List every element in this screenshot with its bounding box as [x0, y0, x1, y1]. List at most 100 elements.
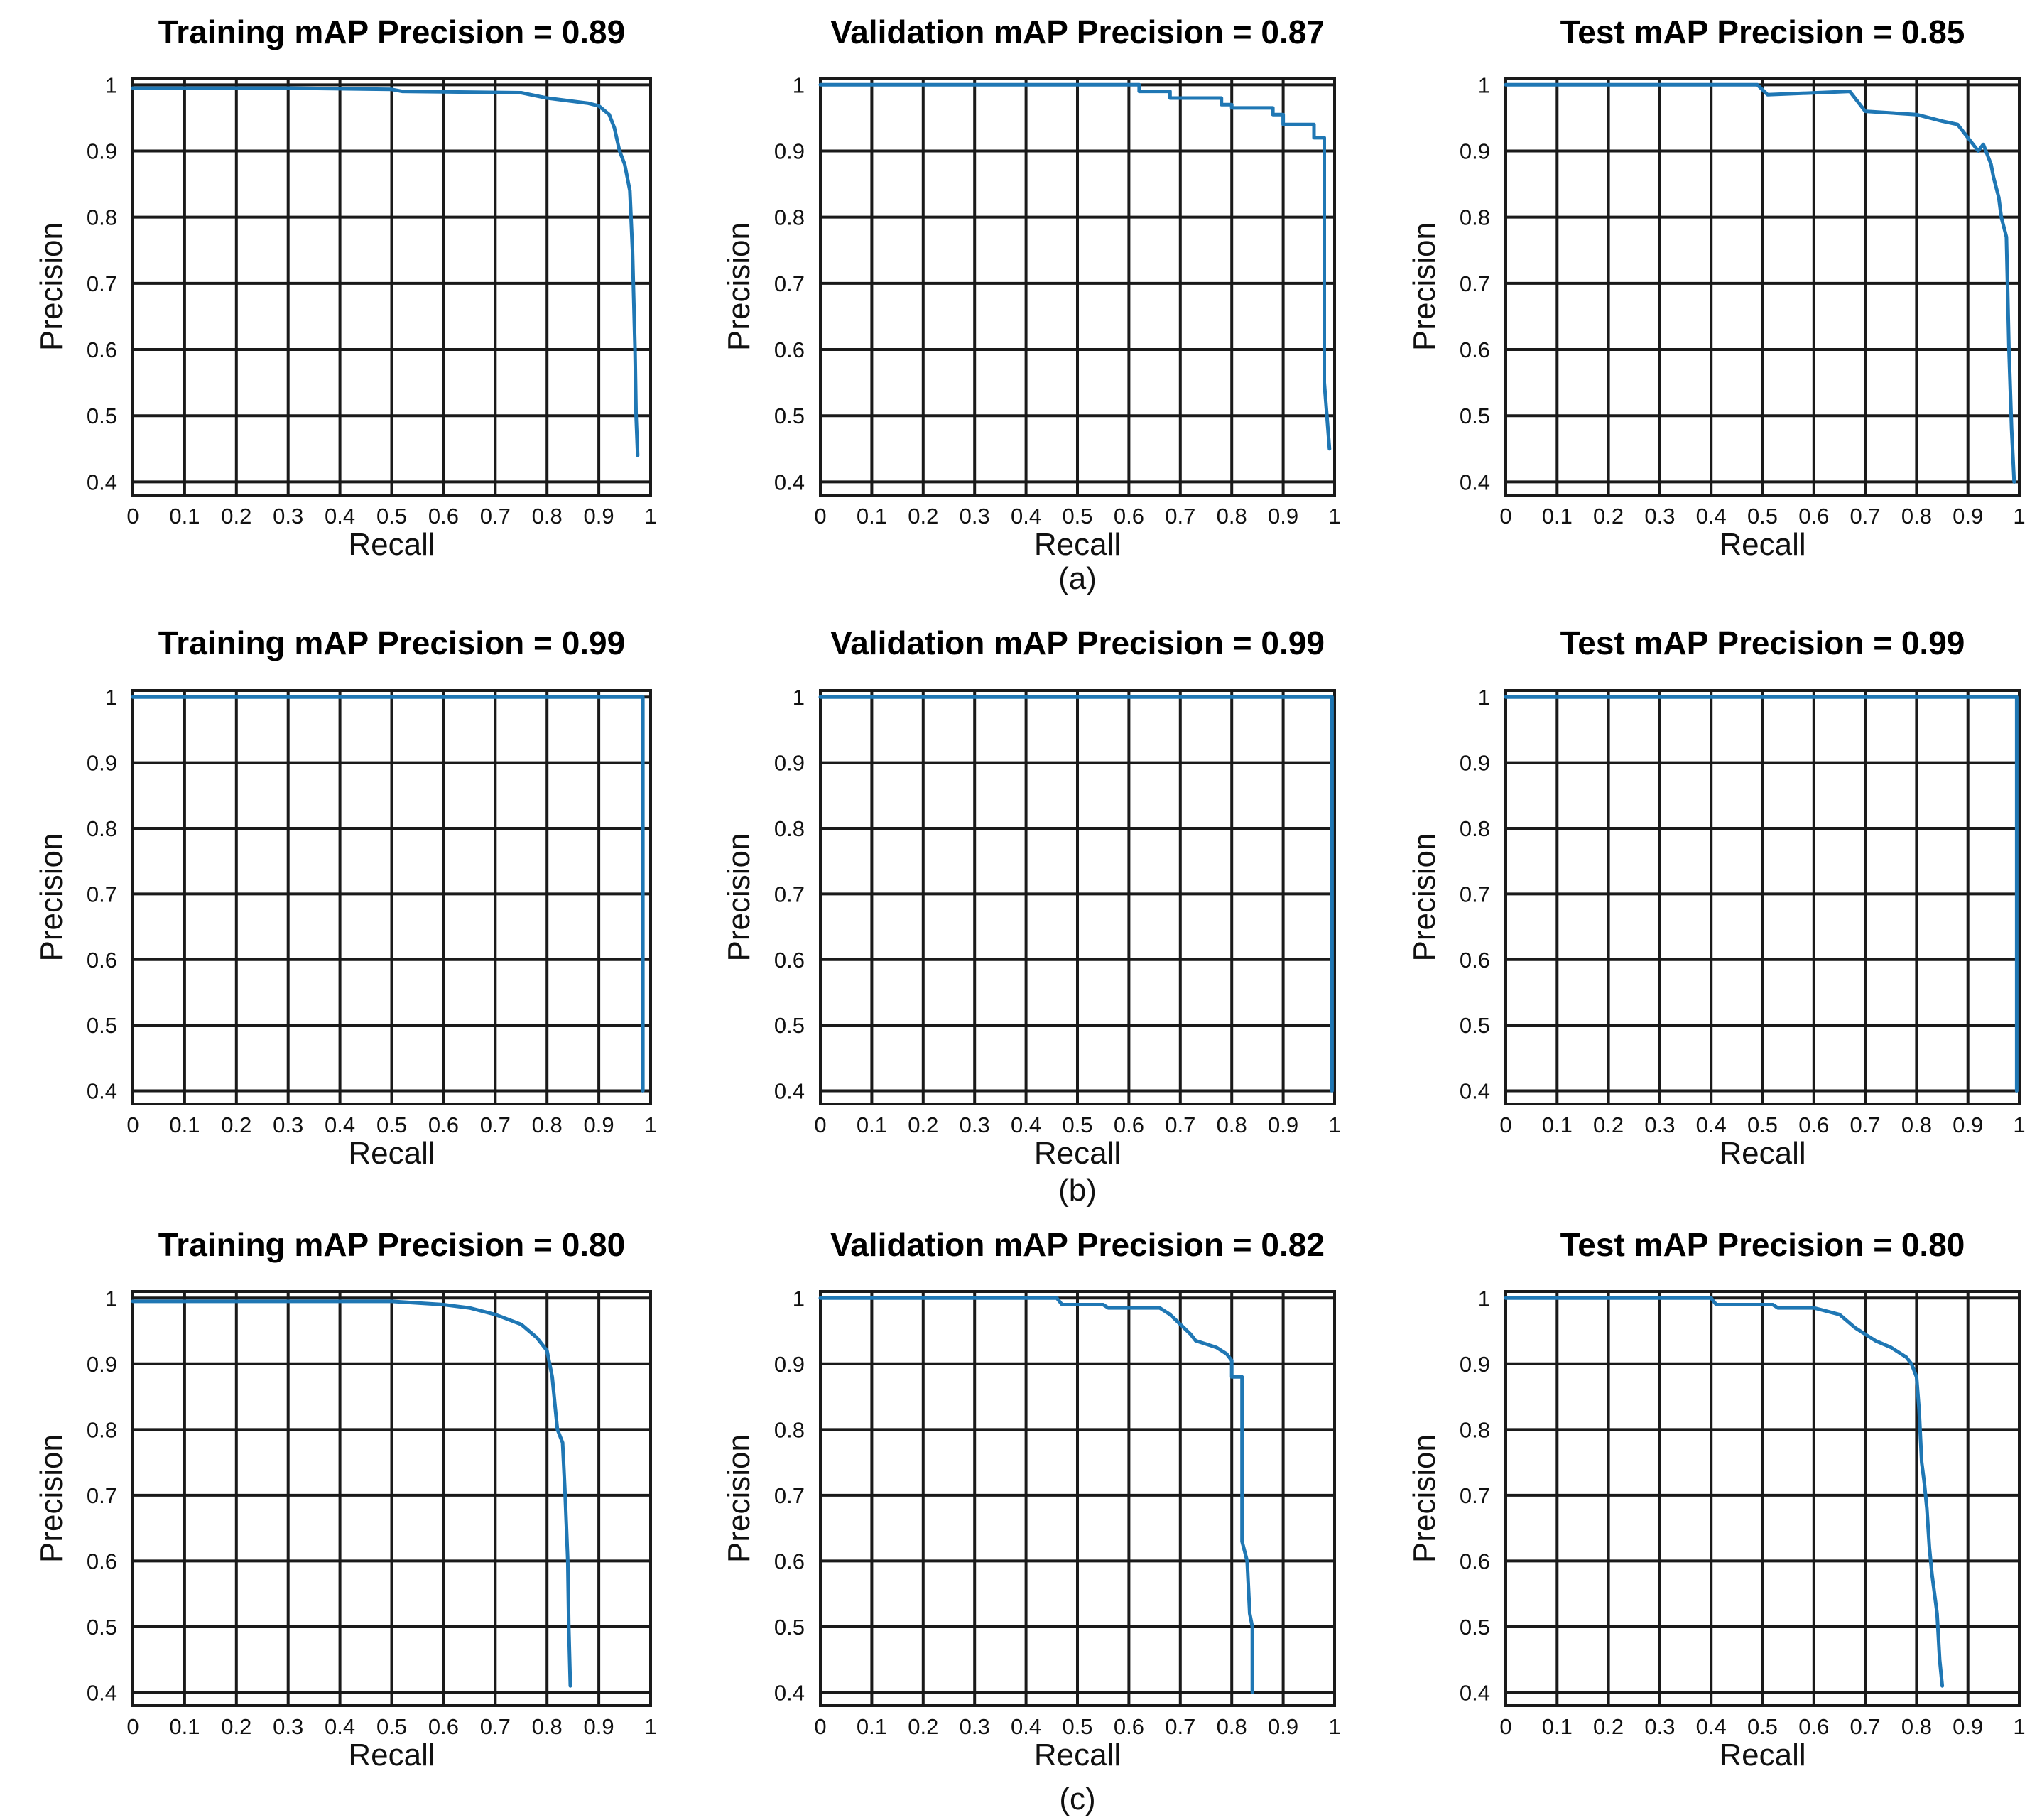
y-tick-label: 0.8: [774, 205, 805, 230]
x-tick-label: 0.6: [1798, 504, 1829, 529]
precision-recall-curve: [1504, 82, 2016, 484]
x-tick-label: 0.3: [273, 1112, 303, 1137]
x-tick-label: 0: [1499, 1714, 1511, 1739]
chart-panel-4: Training mAP Precision = 0.99 0 0.1 0.2 0.3 0…: [34, 624, 657, 1171]
x-tick-label: 0.7: [1850, 1112, 1881, 1137]
y-tick-label: 1: [105, 685, 117, 710]
x-tick-label: 0.4: [1011, 1714, 1041, 1739]
x-tick-label: 0.5: [1062, 504, 1092, 529]
y-tick-label: 0.6: [1460, 1549, 1490, 1573]
x-tick-label: 0.9: [1268, 1714, 1298, 1739]
chart-panel-3: Test mAP Precision = 0.85 0 0.1 0.2 0.3 0.4 0.…: [1407, 13, 2026, 562]
x-tick-label: 0.4: [325, 1714, 355, 1739]
x-tick-label: 0.5: [1062, 1112, 1092, 1137]
y-tick-label: 1: [793, 72, 805, 97]
plot-frame: [131, 77, 652, 497]
y-tick-label: 0.5: [774, 403, 805, 428]
x-tick-label: 0: [126, 1112, 139, 1137]
x-tick-label: 0.9: [1953, 1112, 1983, 1137]
x-tick-label: 0.6: [1798, 1714, 1829, 1739]
y-tick-label: 0.4: [87, 470, 117, 494]
x-tick-label: 0: [126, 1714, 139, 1739]
x-tick-label: 0.3: [960, 504, 990, 529]
chart-title: Test mAP Precision = 0.85: [1560, 13, 1965, 50]
chart-panel-8: Validation mAP Precision = 0.82 0 0.1 0.2 0.…: [722, 1226, 1341, 1772]
x-tick-label: 0.2: [221, 1112, 251, 1137]
y-tick-label: 0.5: [1460, 1615, 1490, 1640]
x-tick-label: 1: [2013, 1112, 2025, 1137]
chart-title: Validation mAP Precision = 0.87: [830, 13, 1325, 50]
x-tick-label: 0.1: [169, 1112, 200, 1137]
x-tick-label: 0.7: [1165, 504, 1195, 529]
x-tick-label: 0.7: [480, 504, 511, 529]
x-tick-label: 0.6: [1798, 1112, 1829, 1137]
x-tick-label: 1: [644, 1112, 656, 1137]
y-tick-label: 0.9: [1460, 751, 1490, 776]
y-axis-label: Precision: [34, 222, 69, 351]
x-tick-label: 0.5: [1747, 1112, 1778, 1137]
x-tick-label: 0.1: [1542, 504, 1573, 529]
x-tick-label: 0.8: [1901, 1714, 1932, 1739]
y-tick-label: 1: [105, 72, 117, 97]
y-axis-label: Precision: [1407, 222, 1442, 351]
x-tick-label: 0.3: [1644, 1112, 1675, 1137]
x-tick-label: 0.8: [1217, 1112, 1247, 1137]
y-tick-label: 0.5: [87, 1615, 117, 1640]
x-tick-label: 0.8: [1217, 504, 1247, 529]
x-tick-label: 0.2: [221, 504, 251, 529]
y-tick-label: 0.7: [87, 882, 117, 906]
chart-panel-2: Validation mAP Precision = 0.87 0 0.1 0.2 0.…: [722, 13, 1341, 562]
x-axis-label: Recall: [1719, 1738, 1805, 1772]
x-tick-label: 0.9: [1953, 1714, 1983, 1739]
y-tick-label: 0.6: [87, 1549, 117, 1573]
x-tick-label: 0.1: [169, 504, 200, 529]
y-tick-label: 0.9: [87, 139, 117, 163]
y-tick-label: 0.7: [1460, 882, 1490, 906]
x-tick-label: 1: [2013, 504, 2025, 529]
precision-recall-curve: [818, 1296, 1254, 1694]
x-tick-label: 0.7: [1165, 1112, 1195, 1137]
chart-title: Training mAP Precision = 0.80: [158, 1226, 625, 1263]
plot-frame: [819, 689, 1336, 1105]
y-tick-label: 0.8: [1460, 1417, 1490, 1442]
x-tick-label: 0.1: [857, 504, 887, 529]
x-tick-label: 0.8: [532, 504, 563, 529]
y-tick-label: 0.4: [774, 1680, 805, 1705]
x-axis-label: Recall: [1034, 527, 1121, 562]
plot-frame: [819, 1290, 1336, 1707]
x-tick-label: 1: [644, 1714, 656, 1739]
x-tick-label: 0.4: [1696, 1714, 1727, 1739]
y-tick-label: 0.4: [774, 1079, 805, 1104]
chart-panel-6: Test mAP Precision = 0.99 0 0.1 0.2 0.3 0.4 0.…: [1407, 624, 2026, 1171]
x-tick-label: 0.3: [1644, 1714, 1675, 1739]
x-tick-label: 0: [1499, 504, 1511, 529]
y-tick-label: 0.6: [774, 1549, 805, 1573]
x-tick-label: 0.2: [1593, 1714, 1624, 1739]
y-tick-label: 0.6: [87, 948, 117, 973]
y-tick-label: 0.6: [1460, 948, 1490, 973]
chart-panel-7: Training mAP Precision = 0.80 0 0.1 0.2 0.3 0…: [34, 1226, 657, 1772]
y-tick-label: 0.7: [87, 1483, 117, 1508]
y-tick-label: 0.8: [774, 816, 805, 841]
y-tick-label: 1: [1478, 1286, 1490, 1311]
plot-frame: [1504, 689, 2021, 1105]
y-tick-label: 1: [793, 685, 805, 710]
x-tick-label: 0: [814, 504, 826, 529]
y-tick-label: 0.9: [1460, 1352, 1490, 1377]
y-tick-label: 0.4: [87, 1079, 117, 1104]
x-tick-label: 0.2: [1593, 1112, 1624, 1137]
x-axis-label: Recall: [348, 527, 435, 562]
x-tick-label: 0.7: [1165, 1714, 1195, 1739]
y-tick-label: 0.5: [1460, 1013, 1490, 1038]
y-tick-label: 0.8: [87, 816, 117, 841]
y-tick-label: 0.6: [774, 337, 805, 362]
y-tick-label: 0.8: [87, 205, 117, 230]
x-tick-label: 0.9: [584, 504, 614, 529]
y-tick-label: 0.9: [774, 139, 805, 163]
y-tick-label: 0.4: [1460, 1680, 1490, 1705]
chart-title: Training mAP Precision = 0.99: [158, 624, 625, 661]
x-tick-label: 1: [1328, 1112, 1340, 1137]
y-axis-label: Precision: [34, 833, 69, 962]
x-tick-label: 0.4: [1696, 504, 1727, 529]
x-tick-label: 0.1: [1542, 1112, 1573, 1137]
